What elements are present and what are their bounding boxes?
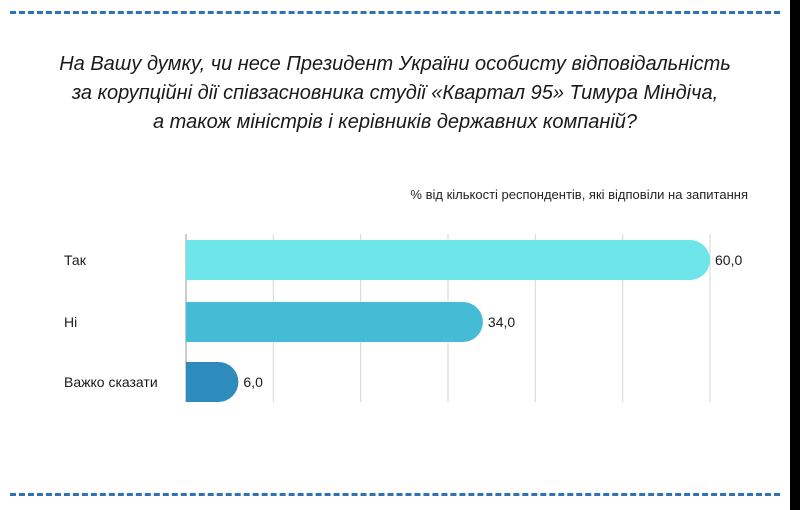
bottom-dashed-border <box>10 493 780 496</box>
category-label: Так <box>64 252 87 268</box>
chart-subtitle: % від кількості респондентів, які відпов… <box>410 187 748 202</box>
data-label: 34,0 <box>488 314 515 330</box>
bar-3 <box>186 362 239 402</box>
data-label: 60,0 <box>715 252 742 268</box>
category-label: Ні <box>64 314 77 330</box>
category-label: Важко сказати <box>64 374 158 390</box>
title-line-2: за корупційні дії співзасновника студії … <box>71 82 719 104</box>
bar-1 <box>186 240 710 280</box>
data-label: 6,0 <box>243 374 263 390</box>
top-dashed-border <box>10 11 780 14</box>
title-line-1: На Вашу думку, чи несе Президент України… <box>59 53 731 75</box>
bar-2 <box>186 302 483 342</box>
title-line-3: а також міністрів і керівників державних… <box>152 111 638 133</box>
chart-title: На Вашу думку, чи несе Президент України… <box>40 50 750 137</box>
